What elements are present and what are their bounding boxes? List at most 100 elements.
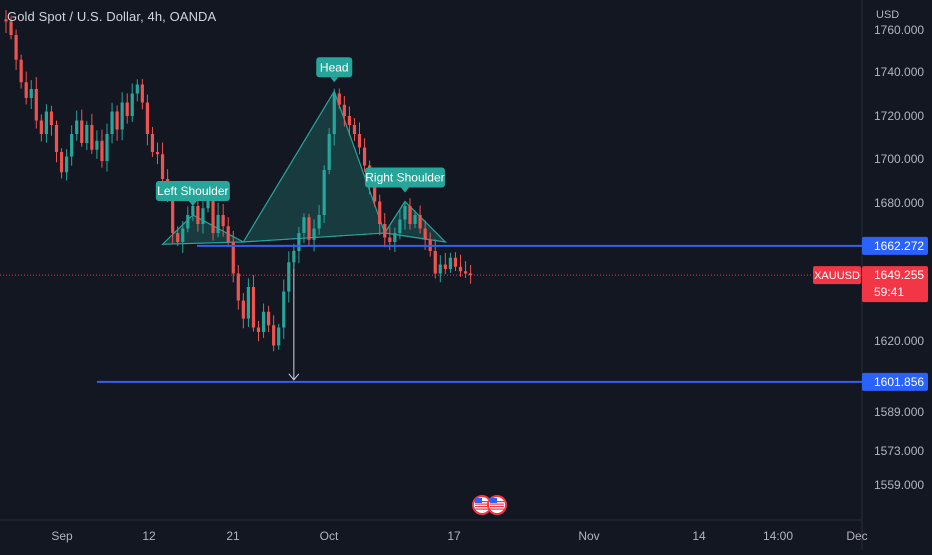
countdown-timer: 59:41 (874, 285, 904, 299)
candle (277, 323, 281, 350)
symbol-badge: XAUUSD (813, 266, 861, 285)
y-tick-label: 1680.000 (874, 196, 924, 210)
level-label-neckline: 1662.272 (874, 239, 924, 253)
candle (236, 265, 240, 310)
candle (105, 123, 109, 172)
candle (59, 148, 64, 179)
candle (453, 252, 458, 271)
candle (14, 29, 18, 70)
candle (267, 305, 271, 333)
candle (39, 114, 43, 142)
candle (287, 251, 291, 303)
candle (221, 203, 225, 237)
candle (75, 110, 79, 141)
annotation-text: Right Shoulder (365, 171, 444, 185)
level-label-bg-target (862, 372, 928, 391)
candle (458, 254, 463, 277)
candle (317, 205, 321, 235)
candle (327, 128, 331, 175)
candle (352, 118, 357, 141)
axis-currency-label[interactable]: USD (876, 9, 900, 21)
candle (110, 102, 114, 144)
candle (201, 198, 205, 234)
candle (246, 278, 250, 327)
level-label-bg-neckline (862, 236, 928, 255)
candle (403, 201, 407, 230)
candle (186, 206, 190, 233)
candle (125, 93, 129, 124)
x-tick-label: 21 (226, 529, 240, 543)
candle (34, 77, 38, 129)
candle (393, 227, 397, 253)
candle (383, 213, 387, 248)
arrow-head-icon (288, 373, 300, 381)
candle (302, 213, 306, 244)
candle (292, 243, 296, 269)
candle (378, 194, 382, 236)
candle (155, 142, 160, 165)
candle (398, 209, 402, 240)
candle (469, 264, 473, 284)
candle (70, 125, 74, 166)
candle (150, 126, 155, 157)
candle (130, 83, 134, 122)
candle (24, 71, 28, 105)
candle (357, 122, 362, 155)
candle (80, 109, 84, 147)
candle (140, 79, 144, 110)
y-tick-label: 1620.000 (874, 334, 924, 348)
annotation-left-shoulder[interactable]: Left Shoulder (155, 181, 230, 206)
candle (44, 104, 48, 143)
level-label-target: 1601.856 (874, 375, 924, 389)
candle (29, 80, 33, 109)
symbol-title[interactable]: Gold Spot / U.S. Dollar, 4h, OANDA (7, 9, 217, 24)
candle (272, 315, 276, 352)
us-flag-event-icon[interactable] (472, 495, 492, 515)
candle (342, 95, 346, 127)
x-tick-label: Nov (578, 529, 599, 543)
candle (261, 303, 266, 338)
candle (448, 252, 452, 273)
candle (54, 120, 59, 163)
us-flag-event-icon[interactable] (487, 495, 507, 515)
x-tick-label: 14:00 (763, 529, 793, 543)
symbol-badge-text: XAUUSD (814, 270, 860, 282)
candle (322, 165, 326, 223)
y-tick-label: 1740.000 (874, 65, 924, 79)
candle (438, 255, 442, 283)
candle (443, 252, 447, 275)
candle (160, 142, 165, 183)
x-tick-label: 17 (447, 529, 461, 543)
current-price-value: 1649.255 (874, 268, 924, 282)
candle (413, 210, 417, 229)
annotation-right-shoulder[interactable]: Right Shoulder (364, 167, 445, 193)
x-tick-label: Sep (51, 529, 73, 543)
y-tick-label: 1589.000 (874, 405, 924, 419)
candle (347, 106, 351, 136)
y-tick-label: 1559.000 (874, 478, 924, 492)
candle (120, 92, 124, 141)
x-tick-label: Oct (320, 529, 339, 543)
annotation-head[interactable]: Head (316, 57, 353, 83)
candle (241, 293, 245, 329)
x-tick-label: 12 (142, 529, 156, 543)
candle (115, 105, 119, 141)
candle (95, 130, 99, 159)
candle (100, 129, 104, 168)
candle (226, 217, 230, 247)
candle (408, 198, 412, 230)
candle (181, 220, 185, 253)
candle (216, 202, 220, 238)
candle (332, 88, 336, 146)
candle (176, 226, 180, 246)
y-tick-label: 1720.000 (874, 109, 924, 123)
y-tick-label: 1573.000 (874, 444, 924, 458)
x-tick-label: Dec (846, 529, 867, 543)
candle (65, 149, 69, 181)
candle (4, 10, 8, 34)
candle (256, 320, 261, 342)
candle (145, 94, 149, 146)
candle (282, 279, 286, 340)
